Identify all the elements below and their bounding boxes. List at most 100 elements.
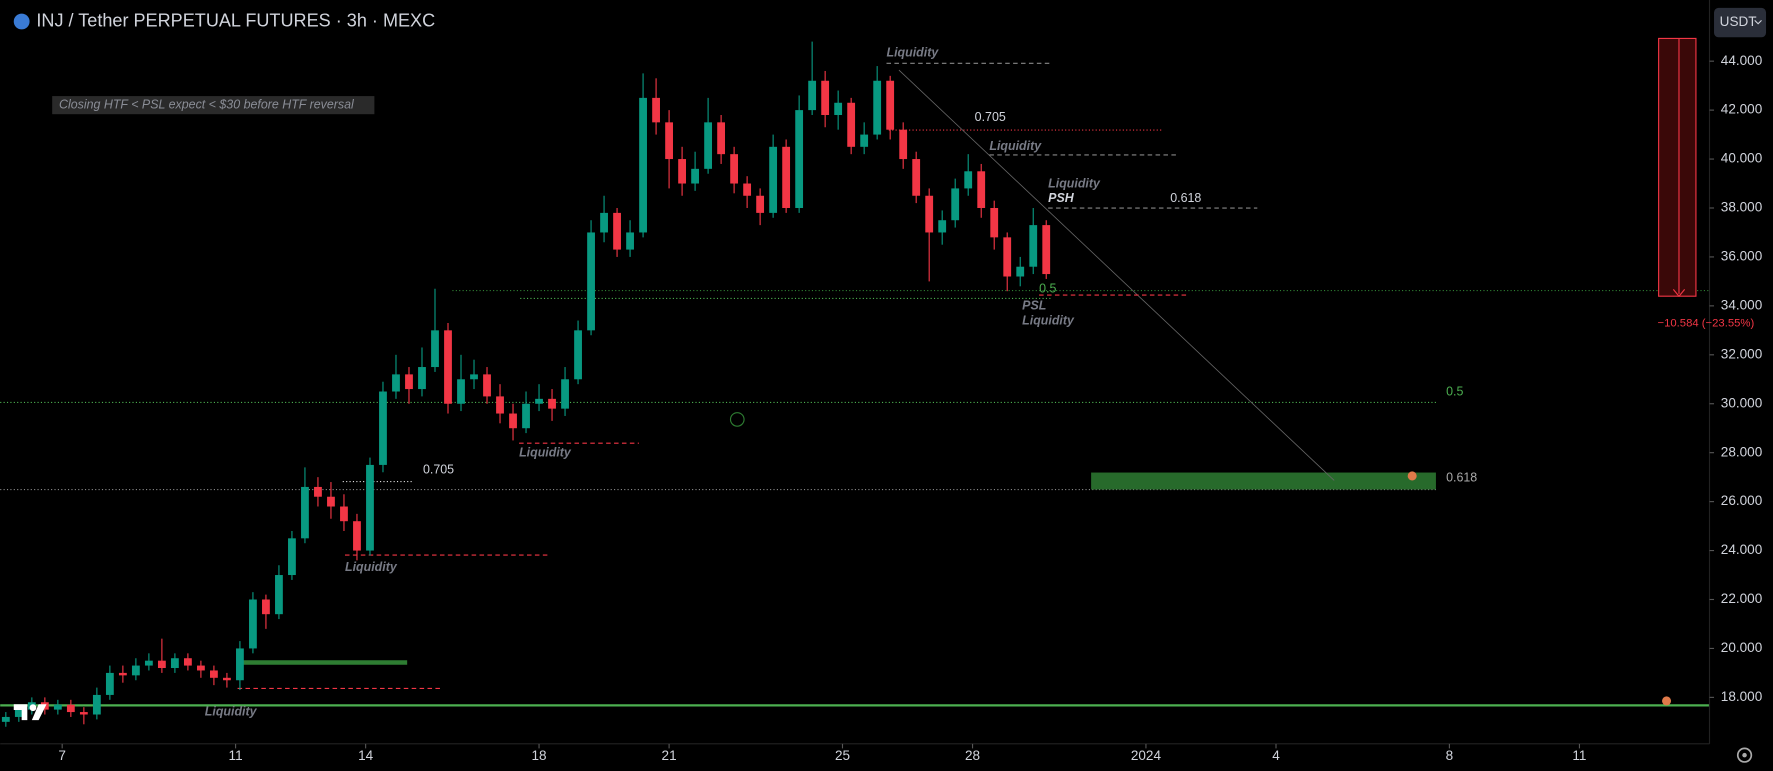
candle-body: [483, 374, 491, 397]
x-tick-label: 11: [229, 748, 243, 763]
candle-body: [66, 704, 75, 713]
annotation: Liquidity: [1022, 313, 1075, 327]
candle-body: [379, 391, 387, 465]
x-tick-label: 8: [1446, 748, 1454, 763]
annotation: Liquidity: [887, 45, 940, 59]
candle-body: [717, 122, 726, 155]
candle-body: [249, 599, 257, 649]
candle-body: [756, 195, 765, 213]
candle-body: [1042, 225, 1051, 275]
target-zone: [1091, 472, 1436, 490]
y-tick-label: 34.000: [1721, 297, 1762, 312]
candle-body: [301, 486, 309, 539]
candle-body: [899, 129, 908, 160]
alert-icon[interactable]: [1662, 696, 1672, 706]
candle-body: [275, 575, 283, 615]
candle-body: [886, 80, 895, 130]
candle-body: [1, 716, 10, 722]
candle-body: [834, 102, 843, 116]
y-tick-label: 32.000: [1721, 346, 1762, 361]
candle-body: [366, 464, 374, 551]
candle-body: [873, 80, 882, 135]
candle-body: [860, 134, 869, 147]
candle-body: [847, 102, 856, 147]
candle-body: [782, 146, 791, 208]
candle-body: [691, 168, 700, 184]
candle-body: [678, 159, 686, 184]
candle-body: [105, 672, 114, 695]
currency-label[interactable]: USDT: [1720, 14, 1757, 29]
candle-body: [157, 660, 166, 669]
candle-body: [1016, 266, 1025, 277]
candle-body: [92, 694, 101, 715]
candle-body: [535, 398, 543, 404]
candle-body: [431, 330, 439, 368]
candle-body: [392, 374, 400, 392]
candle-body: [574, 330, 582, 380]
candle-body: [743, 183, 752, 196]
settings-button-dot[interactable]: [1742, 752, 1747, 758]
y-tick-label: 28.000: [1721, 444, 1762, 459]
candle-body: [236, 648, 244, 681]
candle-body: [457, 379, 465, 404]
candle-body: [496, 396, 504, 414]
chart-title: INJ / Tether PERPETUAL FUTURES · 3h · ME…: [36, 10, 435, 30]
candle-body: [639, 97, 647, 233]
x-tick-label: 25: [835, 748, 850, 763]
annotations: Liquidity 0.705 Liquidity Liquidity PSH …: [205, 45, 1755, 718]
y-tick-label: 26.000: [1721, 493, 1762, 508]
x-tick-label: 7: [58, 748, 66, 763]
tv-logo: [13, 704, 47, 721]
logo-part: [13, 704, 28, 721]
candle-body: [977, 171, 986, 208]
candle-body: [170, 658, 179, 669]
candle-body: [912, 159, 921, 196]
candle-body: [600, 212, 608, 233]
annotation: 0.5: [1446, 385, 1463, 399]
candle-body: [53, 704, 62, 710]
y-tick-label: 22.000: [1721, 591, 1762, 606]
settings-button[interactable]: [1736, 747, 1753, 763]
annotation: 0.618: [1170, 191, 1201, 205]
candle-body: [951, 188, 960, 221]
candle-body: [704, 122, 713, 169]
candle-body: [1003, 237, 1012, 277]
annotation: PSL: [1022, 299, 1046, 313]
x-tick-label: 11: [1572, 748, 1586, 763]
currency-button[interactable]: [1714, 7, 1767, 38]
candle-body: [197, 665, 205, 671]
x-tick-label: 14: [358, 748, 374, 763]
y-tick-label: 44.000: [1721, 53, 1762, 68]
candle-body: [587, 232, 595, 331]
y-tick-label: 18.000: [1721, 689, 1762, 704]
candle-body: [964, 171, 973, 189]
candle-body: [938, 220, 947, 233]
candle-body: [14, 709, 23, 717]
y-tick-label: 38.000: [1721, 200, 1762, 215]
candle-body: [821, 80, 830, 116]
note: Closing HTF < PSL expect < $30 before HT…: [59, 97, 355, 111]
annotation: PSH: [1048, 191, 1075, 205]
alert-icon[interactable]: [1407, 471, 1417, 481]
candle-body: [353, 521, 361, 551]
candle-body: [131, 665, 140, 676]
candle-body: [769, 146, 778, 213]
annotation: Liquidity: [205, 704, 258, 718]
y-tick-label: 40.000: [1721, 151, 1762, 166]
y-tick-label: 36.000: [1721, 249, 1762, 264]
candle-body: [327, 496, 335, 507]
logo-part: [31, 704, 47, 721]
candle-body: [314, 486, 322, 497]
annotation: Liquidity: [519, 446, 572, 460]
candle-body: [144, 660, 153, 666]
x-tick-label: 4: [1272, 748, 1280, 763]
annotation: 0.618: [1446, 470, 1477, 484]
annotation: 0.705: [975, 110, 1006, 124]
candle-body: [561, 379, 569, 409]
dropdown-caret[interactable]: [1754, 19, 1762, 25]
drawings: [0, 37, 1710, 707]
annotation: 0.705: [423, 463, 454, 477]
candle-body: [405, 374, 413, 390]
